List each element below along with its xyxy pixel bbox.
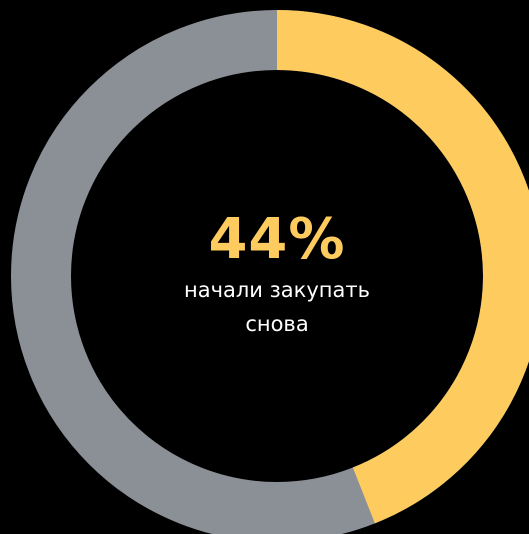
- donut-slice-highlight: [276, 10, 529, 524]
- caption-line-1: начали закупать: [184, 278, 370, 302]
- center-label: 44% начали закупать снова: [0, 210, 529, 338]
- caption-line-2: снова: [245, 312, 309, 336]
- percentage-value: 44%: [208, 207, 346, 272]
